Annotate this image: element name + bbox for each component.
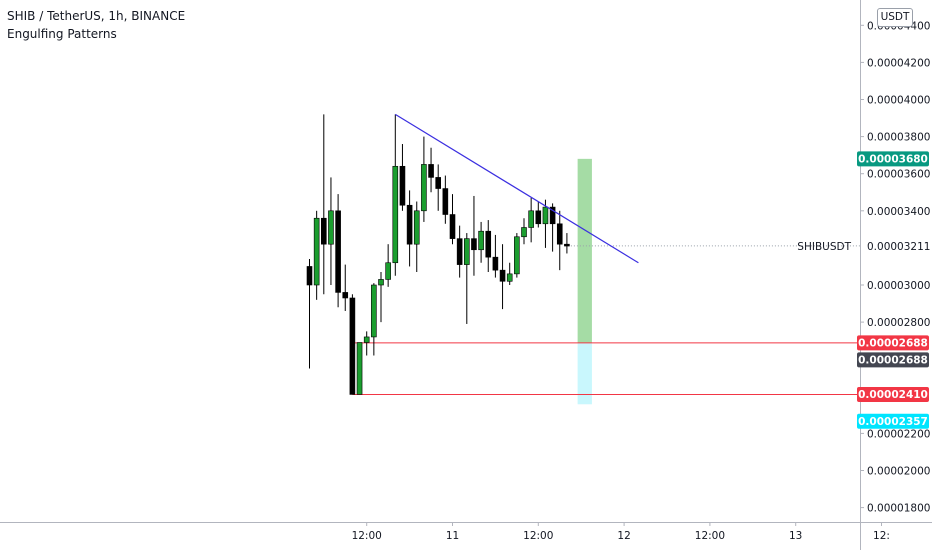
price-tag: 0.00002357 <box>858 416 928 428</box>
time-tick-label: 11 <box>446 530 459 542</box>
last-price-label: 0.00003211 <box>867 241 930 253</box>
time-tick-label: 12:00 <box>695 530 725 542</box>
candle-up[interactable] <box>371 284 377 338</box>
candle-down[interactable] <box>442 188 449 215</box>
price-tick-label: 0.00002200 <box>867 428 930 440</box>
price-tag: 0.00002688 <box>858 337 928 349</box>
currency-button[interactable]: USDT <box>877 8 913 27</box>
time-tick-label: 13 <box>789 530 802 542</box>
candle-down[interactable] <box>535 210 542 225</box>
price-tag-bg[interactable] <box>857 151 929 167</box>
candle-up[interactable] <box>328 210 334 245</box>
price-tick-label: 0.00003600 <box>867 169 930 181</box>
candle-down[interactable] <box>320 217 327 245</box>
price-tag: 0.00003680 <box>858 153 928 165</box>
candle-up[interactable] <box>506 273 513 282</box>
candle-down[interactable] <box>456 238 463 265</box>
symbol-title[interactable]: SHIB / TetherUS, 1h, BINANCE <box>7 9 186 23</box>
candle-up[interactable] <box>363 336 370 343</box>
time-tick-label: 12:00 <box>523 530 553 542</box>
candle-up[interactable] <box>392 165 399 264</box>
candle-up[interactable] <box>421 164 427 212</box>
candle-down[interactable] <box>342 292 349 299</box>
symbol-name-label: SHIBUSDT <box>797 241 851 253</box>
candle-up[interactable] <box>356 342 363 395</box>
candle-down[interactable] <box>499 269 506 282</box>
candle-down[interactable] <box>449 214 456 239</box>
candle-up[interactable] <box>313 217 320 286</box>
candle-up[interactable] <box>542 206 549 225</box>
price-tick-label: 0.00003000 <box>867 280 930 292</box>
time-tick-label: 12 <box>617 530 630 542</box>
price-tag: 0.00002688 <box>858 354 928 366</box>
stop-zone[interactable] <box>577 342 592 405</box>
candle-down[interactable] <box>471 238 477 251</box>
price-tick-label: 0.00004000 <box>867 95 930 107</box>
candle-up[interactable] <box>413 210 420 245</box>
price-tick-label: 0.00002800 <box>867 317 930 329</box>
candle-down[interactable] <box>349 297 356 395</box>
candle-up[interactable] <box>528 210 534 228</box>
price-tag-bg[interactable] <box>857 352 929 368</box>
target-zone[interactable] <box>577 158 592 343</box>
price-tick-label: 0.00003400 <box>867 206 930 218</box>
candle-up[interactable] <box>463 238 470 265</box>
price-tick-label: 0.00004200 <box>867 57 930 69</box>
candle-down[interactable] <box>556 223 563 245</box>
candle-up[interactable] <box>385 262 391 280</box>
candle-up[interactable] <box>521 227 527 238</box>
candle-up[interactable] <box>478 230 484 251</box>
candle-down[interactable] <box>428 164 434 178</box>
candle-down[interactable] <box>406 204 413 245</box>
price-tag: 0.00002410 <box>858 389 928 401</box>
candle-down[interactable] <box>492 256 499 271</box>
candle-up[interactable] <box>378 279 384 286</box>
indicator-legend[interactable]: Engulfing Patterns <box>7 27 117 41</box>
price-tick-label: 0.00001800 <box>867 503 930 515</box>
price-tick-label: 0.00002000 <box>867 466 930 478</box>
candle-up[interactable] <box>514 236 520 275</box>
price-tag-bg[interactable] <box>857 386 929 402</box>
candle-down[interactable] <box>564 243 570 247</box>
candle-down[interactable] <box>549 206 556 225</box>
candle-down[interactable] <box>335 210 341 293</box>
time-tick-label: 12:00 <box>352 530 382 542</box>
candle-down[interactable] <box>399 165 406 206</box>
candle-down[interactable] <box>306 266 313 286</box>
price-tag-bg[interactable] <box>857 413 929 429</box>
candle-down[interactable] <box>435 177 442 189</box>
price-tag-bg[interactable] <box>857 335 929 351</box>
time-tick-label: 12: <box>873 530 890 542</box>
candle-down[interactable] <box>485 230 492 258</box>
trendline[interactable] <box>394 113 639 264</box>
price-tick-label: 0.00003800 <box>867 132 930 144</box>
